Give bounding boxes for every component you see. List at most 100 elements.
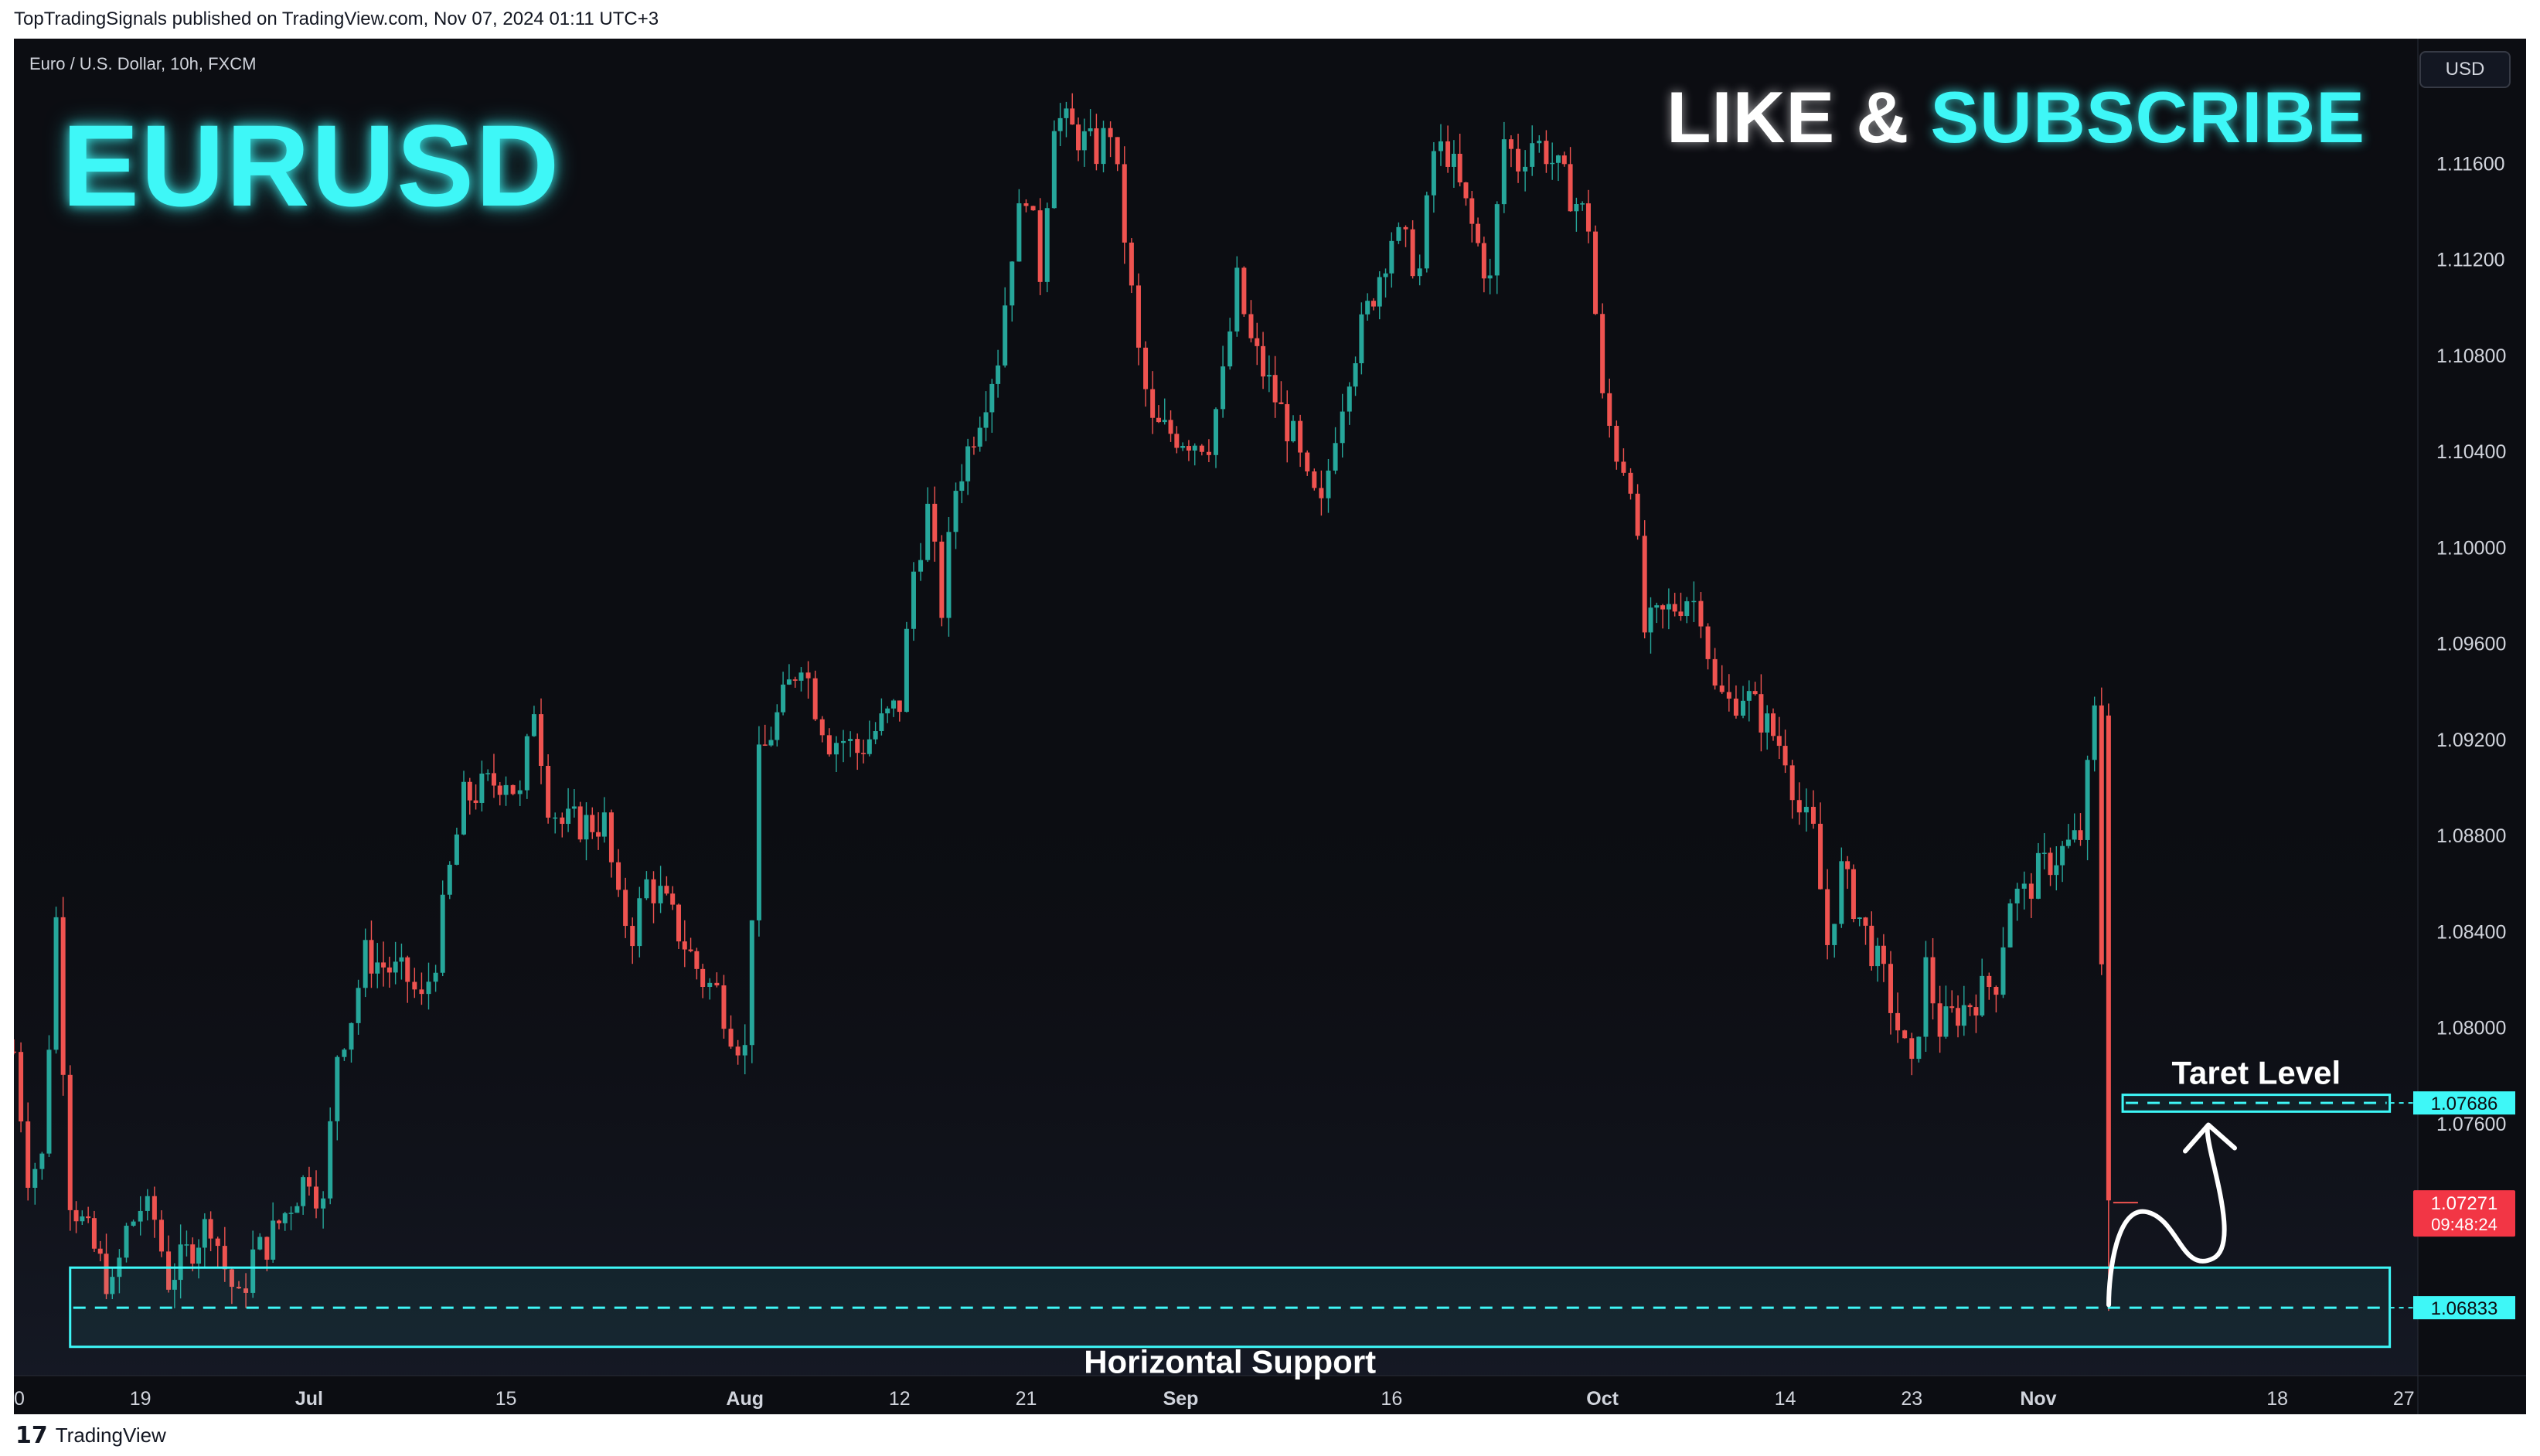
candle-body xyxy=(1417,268,1422,277)
candle-body xyxy=(447,864,452,895)
candle-body xyxy=(1272,375,1278,403)
candle-body xyxy=(1101,128,1106,165)
candle-body xyxy=(728,1029,734,1047)
candle-body xyxy=(721,985,727,1029)
candle-body xyxy=(983,412,989,428)
candle-body xyxy=(335,1056,340,1121)
symbol-info: Euro / U.S. Dollar, 10h, FXCM xyxy=(29,54,257,73)
candle-body xyxy=(1353,362,1358,387)
candle-body xyxy=(1776,736,1782,747)
candle-body xyxy=(1726,692,1731,699)
candle-body xyxy=(786,679,792,685)
candle-body xyxy=(1279,402,1284,404)
candle-body xyxy=(1516,148,1521,172)
candle-body xyxy=(2072,830,2077,840)
candle-body xyxy=(1081,131,1087,151)
price-tick-label: 1.10400 xyxy=(2436,441,2506,463)
candle-body xyxy=(1451,154,1456,167)
candle-body xyxy=(131,1221,136,1226)
candle-body xyxy=(1759,694,1764,733)
candle-body xyxy=(1255,338,1260,346)
candle-body xyxy=(1684,601,1690,617)
candle-body xyxy=(53,917,59,1050)
candle-body xyxy=(1705,626,1711,659)
candle-body xyxy=(491,773,496,786)
time-tick-label: 12 xyxy=(889,1388,911,1410)
candle-body xyxy=(1943,1006,1949,1037)
candle-body xyxy=(861,753,867,754)
candle-body xyxy=(918,560,924,572)
candle-body xyxy=(1023,203,1029,206)
candle-body xyxy=(1305,452,1310,471)
candle-body xyxy=(152,1196,157,1220)
candle-body xyxy=(461,781,466,835)
candle-body xyxy=(222,1246,227,1270)
candle-body xyxy=(890,700,896,709)
candle-body xyxy=(2041,852,2047,854)
candle-body xyxy=(1881,945,1886,964)
candle-body xyxy=(682,941,687,950)
candle-body xyxy=(676,904,681,942)
candle-body xyxy=(946,532,952,618)
candle-body xyxy=(939,541,945,618)
candle-body xyxy=(1857,917,1862,919)
candle-body xyxy=(1156,417,1161,423)
candle-body xyxy=(1508,139,1513,149)
candle-body xyxy=(1186,446,1191,451)
candle-body xyxy=(2000,947,2006,995)
candle-body xyxy=(1648,607,1653,633)
chart-area[interactable]: 1.11600 1.11200 1.10800 1.10400 1.10000 1.096… xyxy=(14,39,2526,1414)
candle-body xyxy=(1094,128,1099,165)
price-tick-label: 1.10000 xyxy=(2436,537,2506,559)
candle-body xyxy=(1961,1005,1966,1026)
candle-body xyxy=(608,812,614,862)
candle-body xyxy=(531,714,536,737)
target-price-badge xyxy=(2413,1091,2515,1115)
candle-body xyxy=(1064,108,1069,118)
candle-body xyxy=(1431,151,1436,196)
candle-body xyxy=(138,1210,143,1222)
candle-body xyxy=(1030,206,1036,211)
currency-button[interactable]: USD xyxy=(2419,51,2511,88)
projection-arrowhead xyxy=(2183,1122,2238,1154)
candle-body xyxy=(1424,195,1429,269)
candle-body xyxy=(873,731,878,740)
candle-body xyxy=(1340,411,1345,444)
candle-body xyxy=(184,1244,189,1246)
bar-countdown-label: 09:48:24 xyxy=(2431,1215,2497,1234)
time-tick-label: Aug xyxy=(726,1388,764,1410)
candle-body xyxy=(1523,166,1528,172)
candle-body xyxy=(546,765,551,818)
candle-body xyxy=(1593,231,1599,315)
candle-body xyxy=(190,1244,196,1264)
candle-body xyxy=(1463,182,1469,199)
candle-body xyxy=(867,739,872,754)
candle-body xyxy=(295,1206,300,1213)
candle-body xyxy=(1241,267,1247,315)
candle-body xyxy=(321,1198,326,1209)
candle-body xyxy=(433,972,438,982)
candle-body xyxy=(2007,903,2013,947)
candle-body xyxy=(91,1218,97,1249)
candle-body xyxy=(405,957,410,982)
candle-body xyxy=(1088,128,1093,131)
candle-body xyxy=(393,961,398,973)
candle-body xyxy=(426,981,431,995)
candle-body xyxy=(1863,917,1868,926)
candle-body xyxy=(243,1288,249,1293)
candle-body xyxy=(104,1254,109,1294)
candle-body xyxy=(1937,1003,1942,1037)
price-tick-label: 1.09600 xyxy=(2436,634,2506,655)
candle-body xyxy=(965,446,971,481)
tradingview-brand: TradingView xyxy=(55,1423,166,1447)
candle-body xyxy=(812,678,818,719)
candle-body xyxy=(1234,267,1240,332)
candle-body xyxy=(989,383,995,413)
candle-body xyxy=(282,1213,288,1223)
candle-body xyxy=(1765,713,1770,733)
candle-body xyxy=(2048,852,2053,876)
candle-body xyxy=(1628,472,1633,494)
candle-body xyxy=(1051,131,1057,209)
candle-body xyxy=(1370,301,1376,307)
price-chart[interactable]: 1.11600 1.11200 1.10800 1.10400 1.10000 1.096… xyxy=(14,39,2526,1414)
